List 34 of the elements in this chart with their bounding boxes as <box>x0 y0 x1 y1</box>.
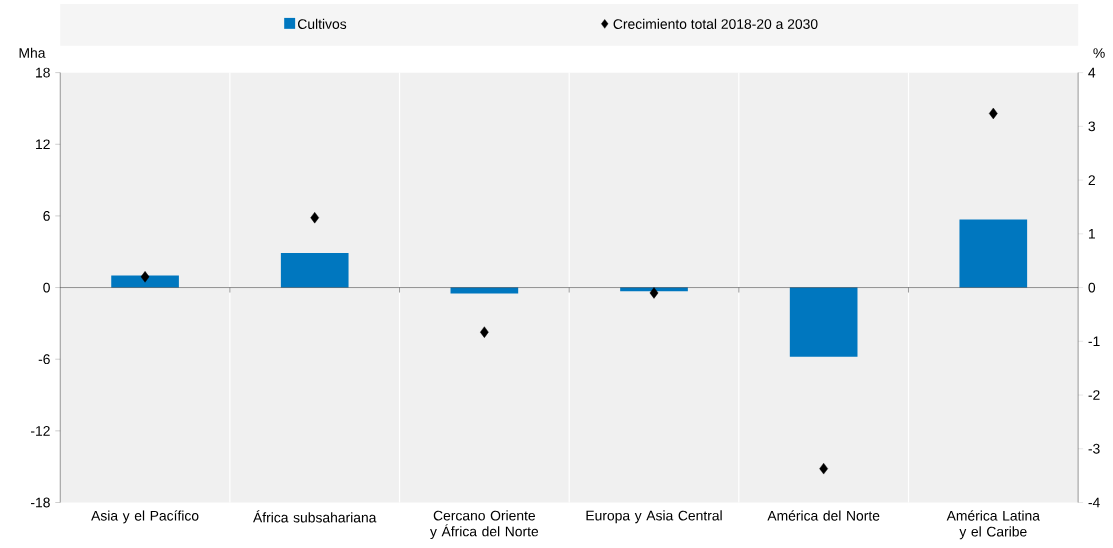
point <box>480 326 489 338</box>
point <box>140 271 150 283</box>
y2-tick-label: -1 <box>1088 336 1100 346</box>
y2-axis-title: % <box>1093 48 1105 58</box>
y2-tick-label: 1 <box>1088 228 1095 239</box>
x-tick-label: Europa y Asia Central <box>586 510 722 524</box>
y2-tick-label: -3 <box>1088 443 1100 454</box>
y-tick-label: 18 <box>36 67 50 78</box>
x-tick-label: América del Norte <box>767 510 880 521</box>
x-tick-label: África subsahariana <box>253 510 377 523</box>
y-tick-label: 6 <box>43 210 50 221</box>
bar <box>789 287 858 357</box>
legend-label: Crecimiento total 2018-20 a 2030 <box>613 18 818 29</box>
x-tick-label: América Latina y el Caribe <box>946 510 1040 540</box>
x-tick-label: Asia y el Pacífico <box>91 510 199 524</box>
y-axis-title: Mha <box>19 47 46 58</box>
y2-tick-label: 3 <box>1088 121 1096 132</box>
y-tick-label: 0 <box>43 282 50 293</box>
y2-tick-label: -2 <box>1088 390 1100 400</box>
y-tick-label: -18 <box>31 497 50 508</box>
point <box>649 287 659 299</box>
bar <box>959 219 1028 288</box>
legend-label: Cultivos <box>298 18 347 29</box>
y2-tick-label: 4 <box>1088 67 1096 78</box>
y2-tick-label: 0 <box>1088 282 1096 293</box>
point <box>310 211 320 224</box>
x-tick-label: Cercano Oriente y África del Norte <box>430 510 539 539</box>
bar <box>280 252 349 288</box>
y-tick-label: 12 <box>36 139 50 149</box>
y2-tick-label: 2 <box>1088 175 1095 185</box>
bar <box>450 287 519 294</box>
y-tick-label: -6 <box>38 354 50 364</box>
y-tick-label: -12 <box>31 425 50 436</box>
y2-tick-label: -4 <box>1088 497 1100 508</box>
